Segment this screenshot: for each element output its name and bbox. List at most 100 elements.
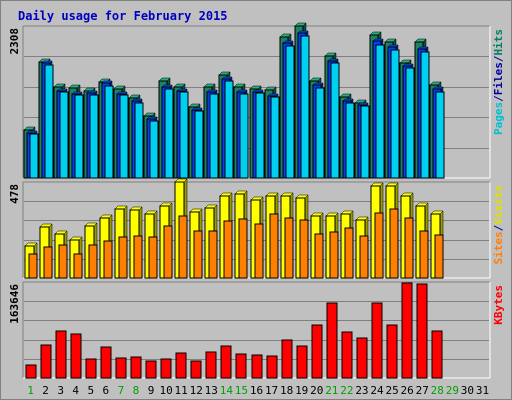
bar-visits-sites	[419, 230, 429, 279]
bar-hits-pages	[194, 110, 204, 179]
bar-kbytes-kbytes	[190, 360, 202, 379]
bar-visits-sites	[103, 240, 113, 279]
bar-hits-pages	[44, 64, 54, 179]
bar-hits-pages	[119, 94, 129, 179]
bar-hits-pages	[179, 91, 189, 179]
bar-hits-pages	[360, 105, 370, 179]
bar-visits-sites	[223, 220, 233, 279]
legend-label-pages: Pages	[492, 102, 505, 135]
bar-visits-sites	[58, 244, 68, 279]
bar-kbytes-kbytes	[220, 345, 232, 379]
bar-kbytes-kbytes	[266, 355, 278, 379]
bar-hits-pages	[134, 102, 144, 179]
bar-kbytes-kbytes	[205, 351, 217, 379]
bar-kbytes-kbytes	[416, 283, 428, 379]
bar-hits-pages	[255, 92, 265, 179]
x-tick-label: 12	[190, 384, 203, 397]
bar-kbytes-kbytes	[371, 302, 383, 379]
panel-kbytes-max-label: 163646	[8, 284, 21, 324]
panel-kbytes-legend: KBytes	[492, 285, 505, 325]
x-tick-label: 5	[87, 384, 94, 397]
x-tick-label: 24	[370, 384, 384, 397]
bar-visits-sites	[193, 230, 203, 279]
legend-label-sites: Sites	[492, 231, 505, 264]
legend-label-: /	[492, 224, 505, 231]
bar-kbytes-kbytes	[55, 330, 67, 379]
legend-label-hits: Hits	[492, 29, 505, 56]
bar-kbytes-kbytes	[160, 358, 172, 379]
x-tick-label: 4	[72, 384, 79, 397]
bar-kbytes-kbytes	[326, 302, 338, 379]
bar-visits-sites	[148, 236, 158, 279]
bar-visits-sites	[374, 212, 384, 279]
bar-kbytes-kbytes	[356, 337, 368, 379]
bar-hits-pages	[29, 133, 39, 179]
x-tick-label: 17	[265, 384, 278, 397]
bar-hits-pages	[375, 44, 385, 179]
bar-hits-pages	[149, 120, 159, 179]
x-tick-label: 15	[235, 384, 248, 397]
x-tick-label: 14	[220, 384, 234, 397]
x-tick-label: 25	[385, 384, 398, 397]
bar-kbytes-kbytes	[100, 346, 112, 379]
x-tick-label: 19	[295, 384, 308, 397]
panel-hits-max-label: 2308	[8, 28, 21, 55]
x-tick-label: 27	[416, 384, 429, 397]
bar-kbytes-kbytes	[311, 324, 323, 379]
x-tick-label: 6	[103, 384, 110, 397]
bar-hits-pages	[270, 96, 280, 179]
bar-hits-pages	[104, 85, 114, 179]
x-tick-label: 29	[446, 384, 459, 397]
x-tick-label: 13	[205, 384, 218, 397]
x-tick-label: 1	[27, 384, 34, 397]
x-tick-label: 30	[461, 384, 474, 397]
bar-hits-pages	[224, 80, 234, 179]
bar-hits-pages	[435, 91, 445, 179]
bar-hits-pages	[164, 88, 174, 179]
bar-kbytes-kbytes	[281, 339, 293, 379]
bar-kbytes-kbytes	[401, 282, 413, 379]
panel-visits-legend: Sites/Visits	[492, 185, 505, 265]
x-tick-label: 22	[340, 384, 353, 397]
x-tick-label: 23	[355, 384, 368, 397]
x-tick-label: 7	[118, 384, 125, 397]
bar-visits-sites	[359, 235, 369, 279]
bar-visits-sites	[284, 217, 294, 279]
chart-title: Daily usage for February 2015	[18, 9, 228, 23]
panel-hits-legend: Pages/Files/Hits	[492, 29, 505, 135]
bar-hits-pages	[209, 93, 219, 179]
bar-kbytes-kbytes	[175, 352, 187, 379]
bar-visits-sites	[434, 234, 444, 279]
bar-visits-sites	[329, 231, 339, 279]
bar-kbytes-kbytes	[431, 330, 443, 379]
bar-hits-pages	[315, 87, 325, 179]
x-tick-label: 26	[401, 384, 414, 397]
x-tick-label: 16	[250, 384, 263, 397]
legend-label-: /	[492, 95, 505, 102]
bar-visits-sites	[269, 213, 279, 279]
bar-visits-sites	[73, 253, 83, 279]
bar-kbytes-kbytes	[251, 354, 263, 379]
legend-label-kbytes: KBytes	[492, 285, 505, 325]
legend-label-: /	[492, 55, 505, 62]
x-tick-label: 10	[159, 384, 172, 397]
bar-kbytes-kbytes	[130, 356, 142, 379]
bar-kbytes-kbytes	[70, 333, 82, 379]
bar-hits-pages	[405, 67, 415, 179]
bar-hits-pages	[345, 102, 355, 179]
bar-visits-sites	[314, 233, 324, 279]
bar-hits-pages	[330, 62, 340, 179]
bar-visits-sites	[163, 225, 173, 279]
x-tick-label: 28	[431, 384, 444, 397]
bar-kbytes-kbytes	[296, 345, 308, 379]
legend-label-visits: Visits	[492, 185, 505, 225]
bar-hits-pages	[390, 49, 400, 179]
bar-visits-sites	[389, 208, 399, 279]
x-tick-label: 31	[476, 384, 489, 397]
bar-kbytes-kbytes	[25, 364, 37, 379]
x-tick-label: 21	[325, 384, 338, 397]
bar-visits-sites	[88, 244, 98, 279]
bar-visits-sites	[208, 230, 218, 279]
bar-visits-sites	[178, 215, 188, 279]
